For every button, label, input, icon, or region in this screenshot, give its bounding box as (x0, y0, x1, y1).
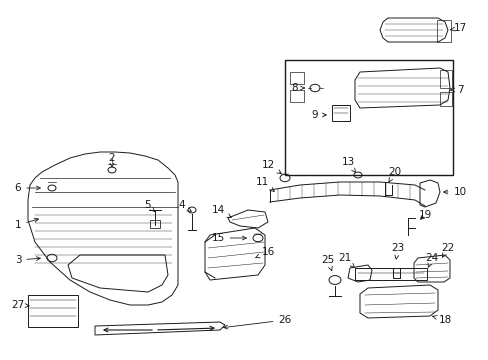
Text: 9: 9 (311, 110, 325, 120)
Text: 8: 8 (291, 83, 304, 93)
Text: 10: 10 (443, 187, 466, 197)
Bar (285, 60, 452, 175)
Bar (436, 20, 450, 42)
Text: 17: 17 (449, 23, 466, 33)
Text: 24: 24 (425, 253, 438, 267)
Text: 25: 25 (321, 255, 334, 271)
Text: 27: 27 (11, 300, 29, 310)
Bar (289, 90, 304, 102)
Text: 3: 3 (15, 255, 40, 265)
Text: 4: 4 (178, 200, 191, 211)
Bar (150, 220, 160, 228)
Text: 13: 13 (341, 157, 355, 172)
Text: 26: 26 (223, 315, 291, 329)
Bar (331, 105, 349, 121)
Text: 21: 21 (338, 253, 354, 268)
Text: 19: 19 (418, 210, 431, 220)
Text: 11: 11 (255, 177, 274, 192)
Text: 7: 7 (450, 85, 462, 95)
Bar (439, 92, 451, 106)
Text: 15: 15 (211, 233, 246, 243)
Bar (439, 70, 451, 88)
Text: 2: 2 (108, 153, 115, 167)
Text: 1: 1 (15, 218, 39, 230)
Text: 12: 12 (261, 160, 281, 174)
Text: 14: 14 (211, 205, 231, 217)
Text: 6: 6 (15, 183, 40, 193)
Bar (28, 295, 78, 327)
Bar (289, 72, 304, 84)
Text: 23: 23 (390, 243, 404, 259)
Text: 16: 16 (255, 247, 274, 258)
Bar (354, 268, 426, 280)
Text: 20: 20 (387, 167, 401, 182)
Text: 5: 5 (144, 200, 154, 211)
Text: 22: 22 (441, 243, 454, 257)
Text: 18: 18 (432, 315, 451, 325)
